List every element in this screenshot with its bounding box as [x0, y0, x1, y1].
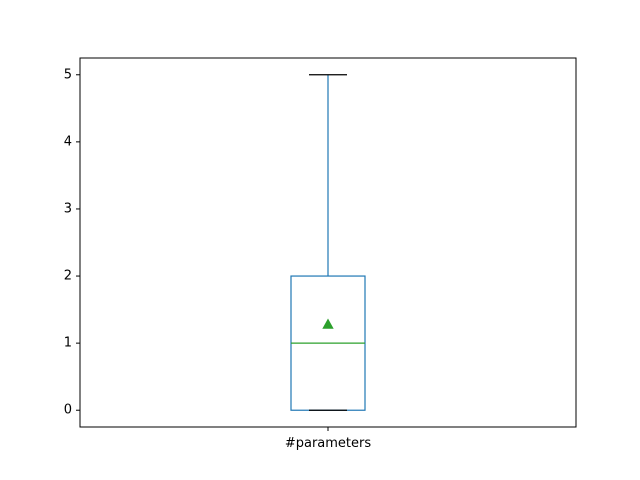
y-tick-label-2: 2: [64, 269, 72, 284]
box-plot-series: [290, 74, 366, 411]
x-tick-label-0: #parameters: [285, 436, 372, 451]
y-tick-label-1: 1: [64, 336, 72, 351]
mean-marker: [322, 318, 334, 329]
y-tick-label-4: 4: [64, 134, 72, 149]
axis-ticks: 0 1 2 3 4 5 #parameters: [64, 67, 372, 451]
y-tick-label-3: 3: [64, 201, 72, 216]
y-tick-label-5: 5: [64, 67, 72, 82]
y-tick-label-0: 0: [64, 403, 72, 418]
plot-area-frame: [79, 57, 577, 428]
